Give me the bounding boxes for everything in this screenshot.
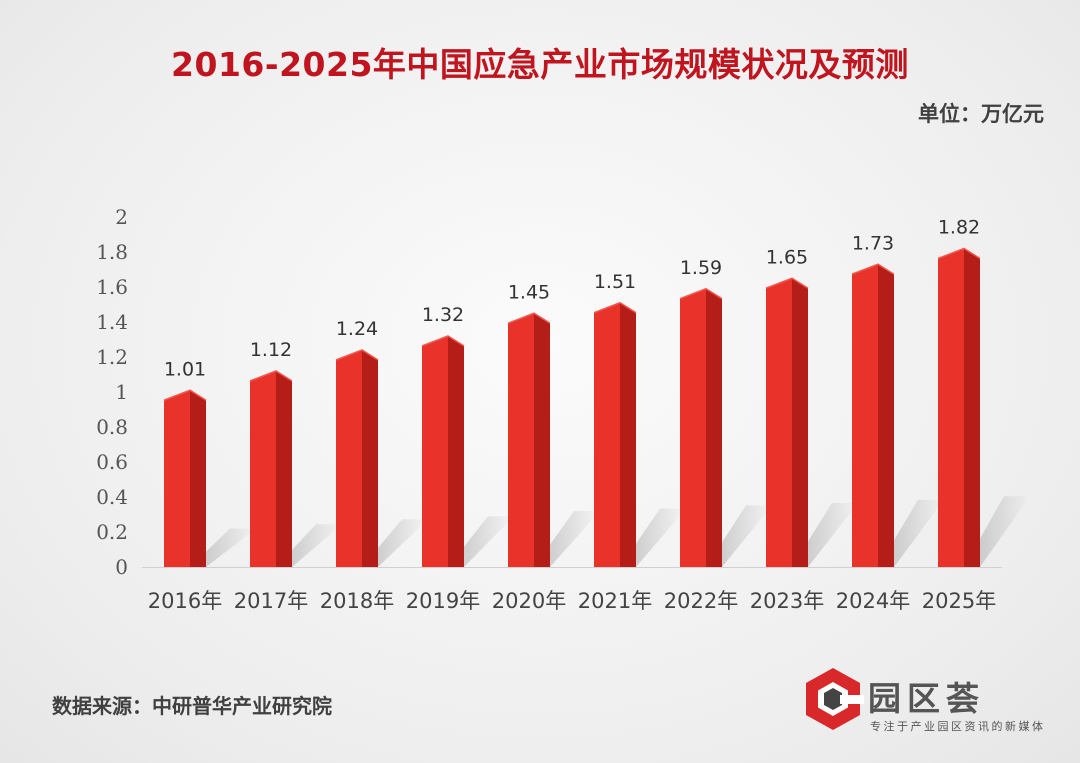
bar-shadow <box>878 499 944 567</box>
chart-title: 2016-2025年中国应急产业市场规模状况及预测 <box>171 45 909 84</box>
bar-top-edge <box>335 349 379 361</box>
y-tick-label: 0.6 <box>96 450 128 474</box>
data-label: 1.01 <box>164 358 206 380</box>
bar-shadow <box>706 505 772 567</box>
data-label: 1.65 <box>766 246 808 268</box>
x-tick-label: 2017年 <box>234 589 308 613</box>
x-tick-label: 2020年 <box>492 589 566 613</box>
bar-top-edge <box>249 370 293 382</box>
y-tick-label: 1.2 <box>96 345 128 369</box>
bar-top-edge <box>765 277 809 289</box>
bar-shadow <box>534 511 600 567</box>
data-label: 1.73 <box>852 232 894 254</box>
x-tick-label: 2023年 <box>750 589 824 613</box>
bar-side <box>362 350 378 567</box>
bar-front <box>852 264 878 567</box>
bar-chart: 00.20.40.60.811.21.41.61.821.012016年1.12… <box>96 205 1030 613</box>
data-label: 1.12 <box>250 339 292 361</box>
bar-front <box>164 390 190 567</box>
unit-label: 单位：万亿元 <box>918 102 1044 126</box>
bar-shadow <box>620 508 686 567</box>
data-label: 1.82 <box>938 217 980 239</box>
x-tick-label: 2025年 <box>922 589 996 613</box>
x-tick-label: 2018年 <box>320 589 394 613</box>
bar-top-edge <box>593 301 637 314</box>
y-tick-label: 2 <box>115 205 128 229</box>
y-tick-label: 1.6 <box>96 275 128 299</box>
data-source: 数据来源：中研普华产业研究院 <box>52 694 332 718</box>
bar-front <box>594 302 620 567</box>
x-tick-label: 2022年 <box>664 589 738 613</box>
bar-front <box>938 248 964 567</box>
bar-side <box>276 371 292 567</box>
bar-side <box>792 278 808 567</box>
bar-front <box>680 288 706 567</box>
data-label: 1.45 <box>508 281 550 303</box>
bar-top-edge <box>679 287 723 300</box>
bar-side <box>878 264 894 567</box>
data-label: 1.24 <box>336 318 378 340</box>
bar-shadow <box>792 503 858 567</box>
bar-side <box>190 390 206 567</box>
x-tick-label: 2019年 <box>406 589 480 613</box>
bar-side <box>534 313 550 567</box>
data-label: 1.32 <box>422 304 464 326</box>
bar-front <box>336 350 362 567</box>
bar-side <box>706 288 722 567</box>
x-tick-label: 2016年 <box>148 589 222 613</box>
bar-shadow <box>276 524 342 567</box>
bar-shadow <box>448 516 514 567</box>
x-tick-label: 2024年 <box>836 589 910 613</box>
data-label: 1.59 <box>680 257 722 279</box>
bar-side <box>448 336 464 567</box>
bar-top-edge <box>507 312 551 324</box>
bar-top-edge <box>421 335 465 347</box>
bar-shadow <box>362 519 428 567</box>
y-tick-label: 1.8 <box>96 240 128 264</box>
bar-side <box>620 302 636 567</box>
y-tick-label: 1.4 <box>96 310 128 334</box>
bar-shadow <box>190 528 256 567</box>
y-tick-label: 0.2 <box>96 520 128 544</box>
bar-top-edge <box>851 263 895 275</box>
logo-tagline: 专注于产业园区资讯的新媒体 <box>870 720 1046 733</box>
logo-name: 园区荟 <box>868 679 985 718</box>
y-tick-label: 0.4 <box>96 485 128 509</box>
brand-logo: 园区荟 专注于产业园区资讯的新媒体 <box>802 666 1052 736</box>
data-label: 1.51 <box>594 271 636 293</box>
bar-front <box>250 371 276 567</box>
bar-front <box>508 313 534 567</box>
bar-front <box>766 278 792 567</box>
y-tick-label: 1 <box>115 380 128 404</box>
bar-top-edge <box>937 247 981 260</box>
bar-top-edge <box>163 389 207 401</box>
y-tick-label: 0.8 <box>96 415 128 439</box>
bar-side <box>964 248 980 567</box>
hexagon-c-logo-icon <box>806 668 864 730</box>
bar-front <box>422 336 448 567</box>
y-tick-label: 0 <box>115 555 128 579</box>
x-tick-label: 2021年 <box>578 589 652 613</box>
bar-shadow <box>964 496 1030 567</box>
